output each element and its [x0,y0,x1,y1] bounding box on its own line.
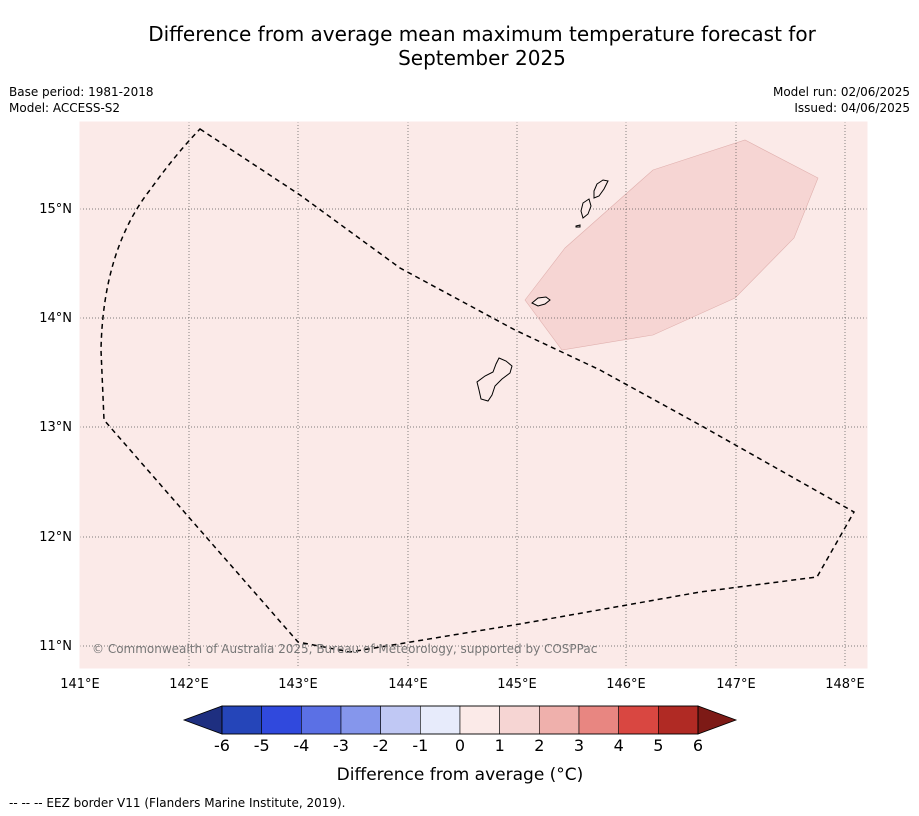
issued-date: Issued: 04/06/2025 [794,101,910,115]
copyright-text: © Commonwealth of Australia 2025, Bureau… [92,642,597,656]
colorbar-cell [578,705,619,735]
colorbar-cell [459,705,500,735]
lat-tick-14: 14°N [39,311,72,326]
colorbar-tick: 0 [455,736,465,755]
anomaly-patch [524,139,819,351]
colorbar-cells [221,705,699,735]
colorbar-outline [221,705,699,735]
eez-border [100,128,856,653]
colorbar-tick: -4 [293,736,309,755]
lon-tick-147: 147°E [716,677,756,692]
map-frame [79,121,868,669]
colorbar-cell [420,705,461,735]
tinian-island [580,198,592,219]
colorbar-tick: -1 [412,736,428,755]
lon-tick-142: 142°E [169,677,209,692]
aguijan-island [575,224,581,228]
colorbar-cell [618,705,659,735]
grid-lines [80,122,867,668]
lat-tick-labels: 15°N 14°N 13°N 12°N 11°N [39,202,72,654]
rota-island [531,296,551,307]
lat-tick-12: 12°N [39,530,72,545]
colorbar-cell [221,705,262,735]
colorbar-tick-labels: -6 -5 -4 -3 -2 -1 0 1 2 3 4 5 6 [214,736,703,755]
colorbar-tick: -3 [333,736,349,755]
colorbar-tick: 2 [534,736,544,755]
colorbar-over-arrow [697,705,738,735]
colorbar-cell [499,705,540,735]
colorbar-cell [658,705,699,735]
colorbar-cell [340,705,381,735]
lat-tick-13: 13°N [39,420,72,435]
lat-tick-15: 15°N [39,202,72,217]
colorbar-tick: -5 [254,736,270,755]
title-line-2: September 2025 [398,46,566,70]
lon-tick-145: 145°E [497,677,537,692]
colorbar: -6 -5 -4 -3 -2 -1 0 1 2 3 4 5 6 [182,705,738,755]
guam-island [476,357,513,402]
colorbar-cell [539,705,580,735]
model-run: Model run: 02/06/2025 [772,85,910,99]
lon-tick-labels: 141°E 142°E 143°E 144°E 145°E 146°E 147°… [60,677,865,692]
lon-tick-148: 148°E [825,677,865,692]
lon-tick-143: 143°E [278,677,318,692]
saipan-island [593,179,609,199]
colorbar-cell [380,705,421,735]
colorbar-tick: 1 [495,736,505,755]
colorbar-under-arrow [182,705,223,735]
chart-title: Difference from average mean maximum tem… [40,22,919,70]
meta-right: Model run: 02/06/2025 Issued: 04/06/2025 [773,84,910,116]
colorbar-cell [301,705,342,735]
title-line-1: Difference from average mean maximum tem… [148,22,816,46]
colorbar-tick: 3 [574,736,584,755]
colorbar-tick: 4 [614,736,624,755]
colorbar-tick: 5 [653,736,663,755]
footer-eez-note: -- -- -- EEZ border V11 (Flanders Marine… [9,796,346,810]
colorbar-tick: 6 [693,736,703,755]
islands [476,179,609,402]
base-period: Base period: 1981-2018 [9,85,154,99]
lon-tick-144: 144°E [388,677,428,692]
meta-left: Base period: 1981-2018 Model: ACCESS-S2 [9,84,154,116]
colorbar-tick: -6 [214,736,230,755]
colorbar-cell [261,705,302,735]
lat-tick-11: 11°N [39,639,72,654]
lon-tick-146: 146°E [606,677,646,692]
lon-tick-141: 141°E [60,677,100,692]
colorbar-tick: -2 [373,736,389,755]
colorbar-label: Difference from average (°C) [337,765,584,785]
model-name: Model: ACCESS-S2 [9,101,121,115]
